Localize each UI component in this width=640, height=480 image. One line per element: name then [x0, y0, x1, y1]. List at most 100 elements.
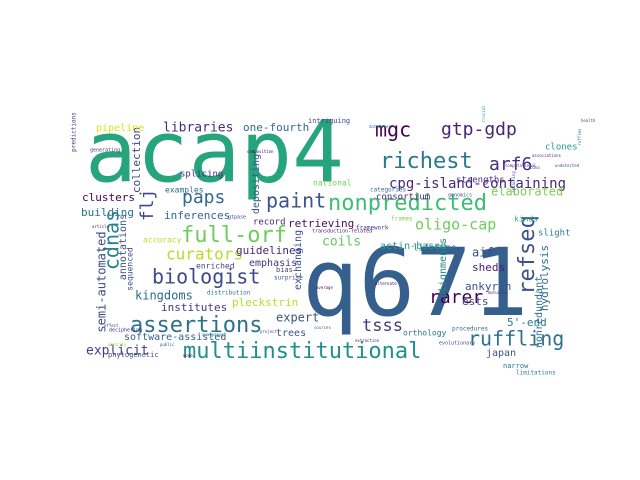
cloud-word: trees: [276, 328, 306, 339]
cloud-word: ankyrin: [465, 280, 511, 293]
cloud-word: emphasis: [249, 258, 297, 269]
cloud-word: ruffles: [577, 128, 582, 145]
cloud-word: retaining: [511, 171, 516, 193]
cloud-word: limitations: [516, 370, 556, 377]
cloud-word: oligo-cap: [415, 216, 496, 234]
cloud-word: analyzing: [202, 332, 224, 337]
cloud-word: sequenced: [126, 247, 135, 291]
cloud-word: average: [316, 285, 333, 290]
cloud-word: japan: [486, 348, 516, 359]
cloud-word: ruffling: [468, 327, 564, 351]
cloud-word: bias: [276, 266, 293, 274]
cloud-word: aif: [472, 246, 494, 260]
cloud-word: effect: [104, 323, 119, 328]
cloud-word: extraction: [355, 338, 380, 343]
cloud-word: sheds: [472, 261, 505, 274]
cloud-word: strengths: [456, 176, 505, 186]
cloud-word: one-fourth: [243, 121, 309, 134]
cloud-word: clusters: [82, 191, 135, 204]
cloud-word: framework: [356, 225, 389, 232]
cloud-word: crucial: [481, 105, 486, 122]
cloud-word: multiinstitutional: [183, 339, 421, 364]
cloud-word: record: [253, 218, 286, 228]
cloud-word: surprise: [274, 275, 303, 282]
cloud-word: annotations: [118, 214, 129, 280]
cloud-word: cdna: [530, 165, 540, 170]
cloud-word: composition: [247, 149, 274, 154]
cloud-word: explicit: [86, 344, 149, 359]
cloud-word: public: [160, 342, 175, 347]
cloud-word: predictions: [71, 112, 78, 152]
cloud-word: semi-automated: [95, 231, 109, 332]
cloud-word: ests: [462, 295, 489, 308]
cloud-word: databases: [369, 124, 391, 129]
cloud-word: intriguing: [308, 117, 350, 125]
cloud-word: genomics: [448, 193, 472, 199]
cloud-word: inferences: [164, 209, 230, 222]
cloud-word: q671: [302, 229, 528, 338]
cloud-word: transduction-related: [312, 229, 372, 235]
cloud-word: health: [581, 118, 596, 123]
cloud-word: associations: [532, 153, 561, 158]
cloud-word: hydrolysis: [538, 245, 551, 311]
cloud-word: depositing: [251, 154, 262, 214]
cloud-word: generating: [90, 148, 120, 154]
cloud-word: richest: [380, 149, 473, 174]
cloud-word: consortium: [376, 193, 430, 203]
cloud-word: biologist: [152, 265, 260, 289]
cloud-word: arf6: [489, 154, 532, 175]
cloud-word: phylogenetic: [108, 351, 159, 359]
cloud-word: exchanging: [293, 230, 304, 290]
cloud-word: distribution: [207, 290, 251, 297]
cloud-word: identify: [107, 342, 127, 347]
cloud-word: slight: [538, 229, 571, 239]
cloud-word: examples: [165, 186, 204, 195]
cloud-word: paint: [266, 189, 326, 213]
cloud-word: acap4: [85, 102, 344, 202]
cloud-word: libraries: [163, 121, 233, 136]
word-layer: acap4q671multiinstitutionalnonpredicteda…: [71, 102, 597, 376]
cloud-word: national: [313, 179, 352, 188]
cloud-word: kingdoms: [135, 289, 193, 303]
cloud-word: tsss: [362, 316, 403, 336]
cloud-word: building: [81, 206, 134, 219]
cloud-word: enriched: [196, 262, 235, 271]
cloud-word: refseq: [515, 215, 540, 294]
cloud-word: mode: [183, 353, 193, 358]
cloud-word: evolutionary: [439, 341, 475, 347]
cloud-word: guidelines: [236, 244, 302, 257]
cloud-word: frames: [391, 216, 413, 223]
cloud-word: paps: [182, 187, 225, 208]
cloud-word: splicing: [180, 170, 223, 180]
cloud-word: nonpredicted: [328, 191, 487, 216]
cloud-word: article: [92, 224, 109, 229]
cloud-word: computational: [505, 163, 537, 168]
cloud-word: categories: [370, 187, 407, 194]
cloud-word: collection: [130, 127, 143, 193]
cloud-word: gtpase: [228, 215, 246, 221]
cloud-word: deciphering: [109, 328, 142, 334]
cloud-word: project: [260, 329, 277, 334]
cloud-word: kinds: [514, 215, 538, 224]
cloud-word: accuracy: [143, 236, 182, 245]
cloud-word: clones: [545, 143, 578, 153]
cloud-word: narrow: [503, 362, 529, 370]
cloud-word: full-orf: [181, 223, 287, 248]
cloud-word: coils: [322, 235, 361, 250]
cloud-word: pipeline: [96, 123, 144, 134]
cloud-word: elaborated: [491, 185, 563, 199]
cloud-word: sources: [314, 325, 331, 330]
cloud-word: rarer: [429, 287, 483, 308]
cloud-word: undetected: [555, 163, 580, 168]
cloud-word: actin-based: [380, 241, 446, 252]
cloud-word: curators: [166, 245, 243, 264]
cloud-word: institutes: [161, 301, 227, 314]
cloud-word: lifetime: [413, 244, 456, 254]
cloud-word: software-assisted: [124, 332, 226, 343]
cloud-word: expert: [276, 311, 319, 325]
cloud-word: alignments: [438, 238, 449, 298]
cloud-word: cdnas: [100, 210, 124, 270]
cloud-word: mgc: [375, 118, 411, 142]
